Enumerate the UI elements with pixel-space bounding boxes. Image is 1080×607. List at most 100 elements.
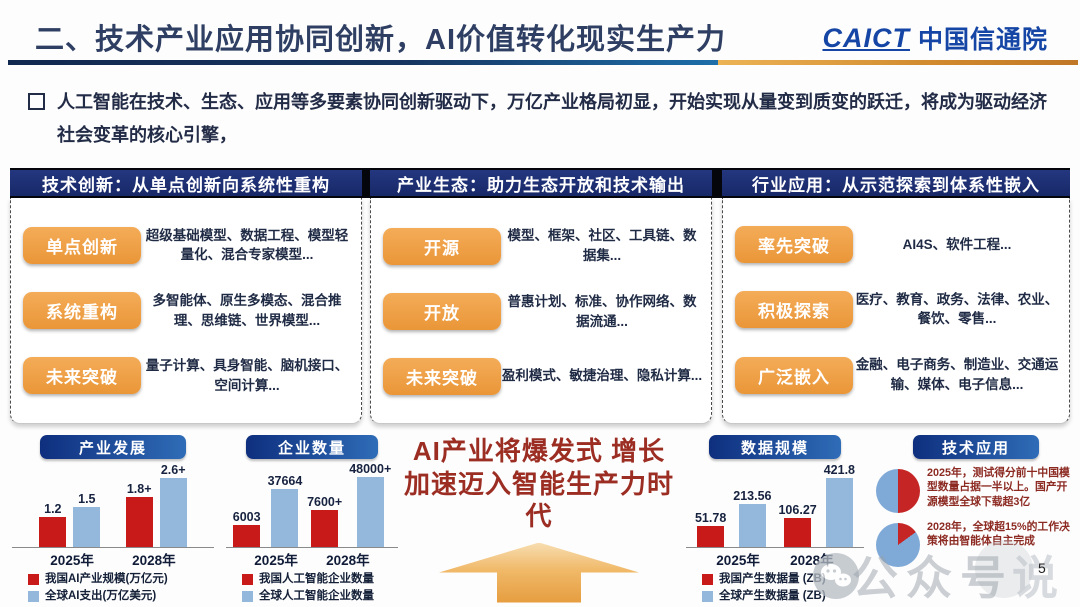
header-divider [8, 60, 1078, 65]
bar [159, 478, 187, 547]
square-bullet-icon [28, 93, 45, 110]
tag-description: 超级基础模型、数据工程、模型轻量化、混合专家模型... [145, 227, 349, 263]
center-statement: AI产业将爆发式 增长 加速迈入智能生产力时代 数据来源：根据中国信通院、IDC… [400, 435, 678, 605]
tag-description: 金融、电子商务、制造业、交通运输、媒体、电子信息... [855, 357, 1059, 392]
bar-plot: 1.2 1.5 1.8+ 2.6+ [12, 459, 214, 548]
tag-button: 未来突破 [23, 357, 141, 395]
chart-industry-development: 产业发展 1.2 1.5 1.8+ 2.6+ 2025年 2028年 我国AI产业规模(… [12, 435, 214, 605]
pie-chart-2025 [876, 469, 920, 513]
tag-button: 系统重构 [23, 292, 141, 329]
tag-description: AI4S、软件工程... [902, 237, 1012, 253]
panel-industry-application: 率先突破 AI4S、软件工程... 积极探索 医疗、教育、政务、法律、农业、餐饮… [722, 198, 1070, 424]
panel-row: 广泛嵌入 金融、电子商务、制造业、交通运输、媒体、电子信息... [723, 355, 1069, 394]
category-labels: 2025年 2028年 [12, 549, 214, 569]
bar-plot: 6003 37664 7600+ 48000+ [226, 459, 398, 548]
bar-value-label: 421.8 [823, 463, 855, 477]
tag-description: 多智能体、原生多模态、混合推理、思维链、世界模型... [152, 292, 342, 328]
panel-row: 单点创新 超级基础模型、数据工程、模型轻量化、混合专家模型... [11, 226, 361, 265]
bar [356, 477, 384, 547]
legend-swatch [28, 573, 39, 585]
category-label: 2025年 [50, 553, 94, 568]
tag-button: 率先突破 [735, 226, 853, 264]
bar [233, 525, 261, 547]
bar-wrap: 421.8 [824, 463, 855, 547]
bar-wrap: 1.2 [39, 502, 67, 547]
page-title: 二、技术产业应用协同创新，AI价值转化现实生产力 [35, 24, 727, 56]
bottom-charts-area: CAICT CAICT 产业发展 1.21.51.8+2.6+ 2025年202… [0, 433, 1080, 607]
chart-title-pill: 企业数量 [246, 435, 378, 459]
up-arrow-icon [439, 542, 639, 603]
pie-chart-2028 [876, 523, 920, 567]
column-header-ecosystem: 产业生态：助力生态开放和技术输出 [370, 170, 712, 196]
bar [697, 526, 725, 547]
bar-value-label: 6003 [232, 510, 261, 524]
category-label: 2028年 [790, 553, 834, 568]
legend-label: 全球产生数据量 (ZB) [719, 589, 826, 602]
bar-wrap: 7600+ [307, 495, 342, 547]
bar-group: 106.27 421.8 [778, 463, 855, 547]
legend-item: 我国产生数据量 (ZB) [702, 571, 864, 588]
panel-row: 开放 普惠计划、标准、协作网络、数据流通... [371, 292, 711, 331]
panel-row: 率先突破 AI4S、软件工程... [723, 226, 1069, 264]
bar [39, 517, 67, 547]
tag-button: 开源 [383, 227, 501, 265]
bar-value-label: 7600+ [307, 495, 343, 509]
statement-line-2: 加速迈入智能生产力时代 [403, 468, 674, 532]
tech-app-row: 2025年，测试得分前十中国模型数量占据一半以上。国产开源模型全球下载超3亿 [876, 466, 1076, 513]
strip-gap [362, 168, 370, 198]
tag-button: 开放 [383, 293, 501, 331]
bar-value-label: 48000+ [349, 462, 392, 476]
tech-app-row: 2028年，全球超15%的工作决策将由智能体自主完成 [876, 520, 1076, 567]
tag-button: 单点创新 [23, 226, 141, 264]
legend-item: 全球AI支出(万亿美元) [28, 588, 214, 605]
tag-button: 未来突破 [383, 357, 501, 395]
category-label: 2025年 [254, 553, 298, 568]
chart-legend: 我国产生数据量 (ZB) 全球产生数据量 (ZB) [686, 571, 864, 604]
tag-description: 量子计算、具身智能、脑机接口、空间计算... [145, 357, 349, 393]
bar-wrap: 2.6+ [159, 463, 187, 547]
legend-item: 全球产生数据量 (ZB) [702, 588, 864, 605]
bar-wrap: 48000+ [349, 462, 391, 547]
bar-wrap: 51.78 [695, 511, 726, 547]
bar-group: 7600+ 48000+ [307, 462, 391, 547]
bar-value-label: 106.27 [778, 503, 817, 517]
statement-line-1: AI产业将爆发式 增长 [412, 436, 666, 466]
caict-logo-text: CAICT [822, 22, 910, 53]
chart-title-pill: 产业发展 [40, 435, 186, 459]
legend-swatch [702, 573, 713, 585]
panel-row: 积极探索 医疗、教育、政务、法律、农业、餐饮、零售... [723, 290, 1069, 329]
bar [73, 507, 101, 547]
bar-group: 1.8+ 2.6+ [125, 463, 187, 547]
category-labels: 2025年 2028年 [226, 549, 398, 569]
chart-enterprise-count: 企业数量 6003 37664 7600+ 48000+ 2025年 2028年 我国人… [226, 435, 398, 605]
bar-value-label: 37664 [267, 474, 303, 488]
bar-value-label: 2.6+ [160, 463, 186, 477]
chart-legend: 我国人工智能企业数量 全球人工智能企业数量 [226, 571, 398, 604]
divider-blue-segment [8, 60, 718, 65]
bar-value-label: 1.8+ [126, 482, 152, 496]
panel-row: 未来突破 量子计算、具身智能、脑机接口、空间计算... [11, 356, 361, 395]
legend-label: 全球人工智能企业数量 [259, 589, 374, 602]
chart-title-pill: 技术应用 [913, 435, 1039, 459]
divider-orange-segment [718, 60, 1078, 65]
bar-wrap: 1.8+ [125, 482, 153, 547]
pie-caption: 2028年，全球超15%的工作决策将由智能体自主完成 [927, 521, 1070, 548]
chart-tech-application: 技术应用 2025年，测试得分前十中国模型数量占据一半以上。国产开源模型全球下载… [876, 435, 1076, 605]
legend-label: 我国人工智能企业数量 [259, 573, 374, 585]
legend-swatch [242, 590, 253, 602]
category-label: 2028年 [326, 553, 370, 568]
panel-row: 系统重构 多智能体、原生多模态、混合推理、思维链、世界模型... [11, 291, 361, 330]
pie-caption: 2025年，测试得分前十中国模型数量占据一半以上。国产开源模型全球下载超3亿 [927, 467, 1070, 508]
legend-item: 我国人工智能企业数量 [242, 571, 398, 588]
legend-swatch [242, 573, 253, 585]
bar [271, 489, 299, 547]
tag-description: 医疗、教育、政务、法律、农业、餐饮、零售... [855, 291, 1059, 327]
bar-wrap: 213.56 [733, 489, 772, 547]
category-labels: 2025年 2028年 [686, 549, 864, 569]
bar-value-label: 51.78 [694, 511, 727, 525]
panel-ecosystem: 开源 模型、框架、社区、工具链、数据集... 开放 普惠计划、标准、协作网络、数… [370, 198, 712, 424]
bar [311, 510, 339, 547]
column-header-industry: 行业应用：从示范探索到体系性嵌入 [722, 170, 1070, 196]
column-header-tech: 技术创新：从单点创新向系统性重构 [10, 170, 362, 196]
